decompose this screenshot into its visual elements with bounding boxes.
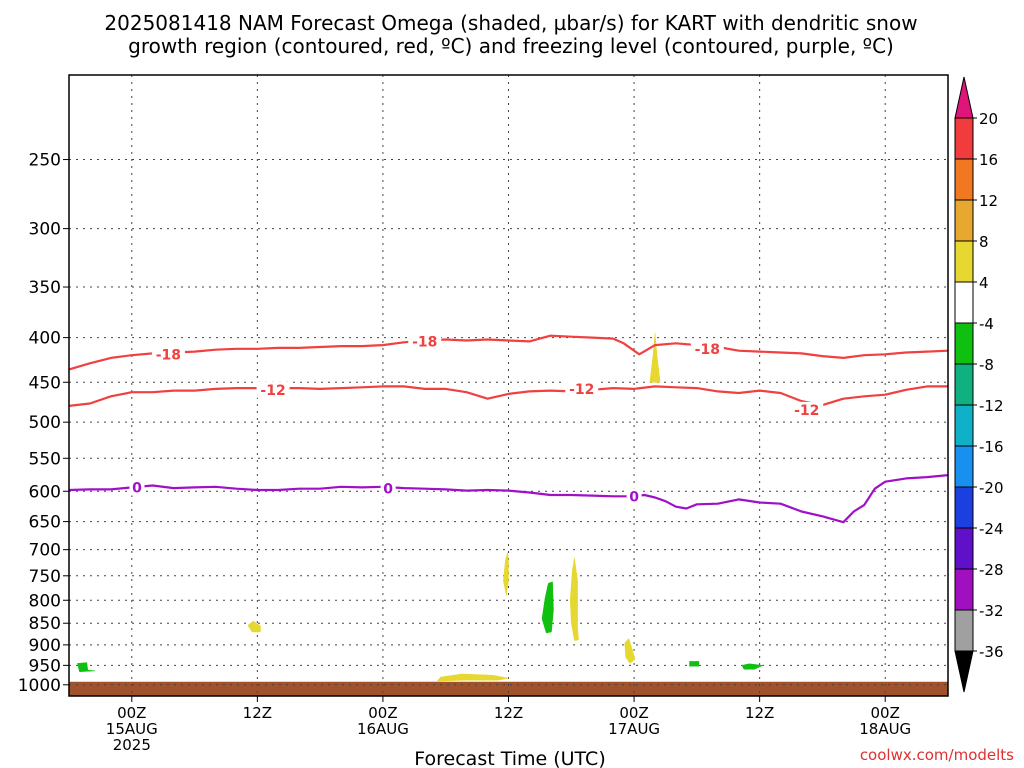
contour-label-bg — [565, 380, 599, 397]
colorbar-bin — [954, 486, 974, 529]
colorbar-bin — [954, 240, 974, 283]
y-tick-label: 300 — [29, 220, 61, 240]
y-tick-label: 350 — [29, 278, 61, 298]
omega-shaded-region — [77, 662, 96, 672]
x-tick-label: 16AUG — [357, 720, 409, 738]
colorbar-bin — [954, 363, 974, 406]
omega-shaded-region — [649, 332, 661, 383]
colorbar-bin — [954, 158, 974, 201]
plot-frame — [68, 74, 949, 697]
contour-line — [68, 474, 949, 524]
colorbar-label: 20 — [979, 110, 998, 128]
chart-title-line1: 2025081418 NAM Forecast Omega (shaded, µ… — [104, 11, 917, 35]
contour-label: -18 — [412, 334, 437, 350]
y-tick-label: 650 — [29, 513, 61, 533]
colorbar-label: -36 — [979, 643, 1004, 661]
contour-label: -12 — [794, 403, 819, 419]
omega-shaded-region — [247, 620, 261, 633]
colorbar-label: -4 — [979, 315, 994, 333]
x-tick-label: 18AUG — [859, 720, 911, 738]
colorbar-label: -20 — [979, 479, 1004, 497]
x-tick-label: 15AUG — [106, 720, 158, 738]
y-tick-label: 850 — [29, 614, 61, 634]
colorbar-bin — [954, 609, 974, 652]
contour-label: -12 — [260, 383, 285, 399]
contour-label-bg — [626, 488, 642, 505]
x-axis-label: Forecast Time (UTC) — [414, 748, 605, 768]
y-tick-label: 1000 — [18, 676, 61, 696]
y-tick-label: 900 — [29, 636, 61, 656]
omega-shaded-region — [436, 673, 509, 682]
omega-shaded-region — [741, 663, 764, 670]
omega-shaded-region — [503, 552, 509, 596]
contour-label-bg — [256, 381, 290, 398]
y-tick-label: 500 — [29, 413, 61, 433]
contour-label-bg — [380, 480, 396, 497]
colorbar-bin — [954, 445, 974, 488]
x-tick-label: 17AUG — [608, 720, 660, 738]
terrain-band — [69, 681, 948, 696]
y-tick-label: 250 — [29, 151, 61, 171]
x-tick-label: 12Z — [745, 704, 774, 722]
colorbar-over-triangle — [954, 76, 974, 119]
contour-label-bg — [408, 333, 442, 350]
contour-label: -18 — [156, 347, 181, 363]
x-tick-label: 00Z — [871, 704, 900, 722]
colorbar-label: 4 — [979, 274, 989, 292]
x-tick-label: 00Z — [117, 704, 146, 722]
colorbar-label: 16 — [979, 151, 998, 169]
colorbar-bin — [954, 404, 974, 447]
colorbar-label: -32 — [979, 602, 1004, 620]
contour-label-bg — [690, 340, 724, 357]
y-tick-label: 800 — [29, 591, 61, 611]
y-tick-label: 550 — [29, 449, 61, 469]
y-tick-label: 400 — [29, 329, 61, 349]
chart-title-line2: growth region (contoured, red, ºC) and f… — [128, 34, 894, 58]
contour-label: 0 — [132, 480, 142, 496]
contour-label: -12 — [569, 382, 594, 398]
colorbar-under-triangle — [954, 650, 974, 693]
colorbar-label: -12 — [979, 397, 1004, 415]
omega-shaded-region — [689, 661, 700, 667]
colorbar-bin — [954, 281, 974, 324]
contour-label: 0 — [629, 489, 639, 505]
y-tick-label: 450 — [29, 373, 61, 393]
colorbar-label: -24 — [979, 520, 1004, 538]
y-tick-label: 950 — [29, 656, 61, 676]
contour-label-bg — [129, 479, 145, 496]
colorbar-bin — [954, 568, 974, 611]
plot-area: 2503003504004505005506006507007508008509… — [18, 74, 949, 754]
contour-line — [68, 334, 949, 371]
contour-label: 0 — [383, 482, 393, 498]
colorbar: 20 16 12 8 4 -4 -8 -12 -16 -20 -24 -28 -32 -36 — [954, 76, 1004, 693]
y-tick-label: 750 — [29, 567, 61, 587]
colorbar-label: 8 — [979, 233, 989, 251]
omega-shaded-region — [541, 581, 554, 634]
contour-label-bg — [151, 346, 185, 363]
x-tick-label: 2025 — [113, 736, 151, 754]
x-tick-label: 00Z — [619, 704, 648, 722]
colorbar-bin — [954, 322, 974, 365]
omega-shaded-region — [569, 557, 579, 641]
colorbar-label: -8 — [979, 356, 994, 374]
y-tick-label: 700 — [29, 541, 61, 561]
x-tick-label: 00Z — [368, 704, 397, 722]
omega-shaded-region — [624, 638, 636, 664]
colorbar-label: -28 — [979, 561, 1004, 579]
colorbar-bin — [954, 527, 974, 570]
contour-label-bg — [790, 401, 824, 418]
x-tick-label: 12Z — [243, 704, 272, 722]
colorbar-bin — [954, 199, 974, 242]
x-tick-label: 12Z — [494, 704, 523, 722]
colorbar-label: 12 — [979, 192, 998, 210]
colorbar-bin — [954, 117, 974, 160]
credit-text: coolwx.com/modelts — [860, 746, 1014, 764]
y-tick-label: 600 — [29, 482, 61, 502]
contour-label: -18 — [695, 342, 720, 358]
contour-line — [68, 385, 948, 407]
colorbar-label: -16 — [979, 438, 1004, 456]
